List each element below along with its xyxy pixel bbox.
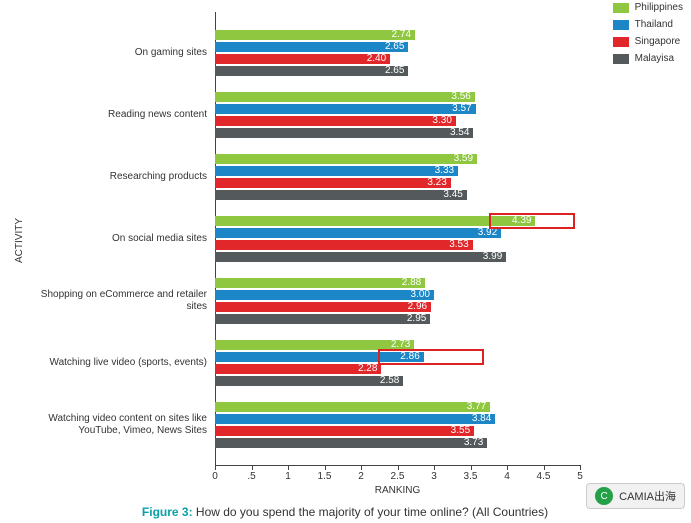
category-label: Reading news content <box>20 103 207 127</box>
x-tick: .5 <box>247 471 255 482</box>
bar-value: 2.40 <box>215 54 390 64</box>
chart: 0.511.522.533.544.55RANKINGACTIVITYOn ga… <box>0 0 691 523</box>
x-tick: 5 <box>577 471 583 482</box>
legend-swatch <box>613 3 629 13</box>
legend-label: Thailand <box>635 19 673 30</box>
x-tick: 3 <box>431 471 437 482</box>
category-label: Watching live video (sports, events) <box>20 351 207 375</box>
category-label: Researching products <box>20 165 207 189</box>
category-label: On social media sites <box>20 227 207 251</box>
x-tick: 3.5 <box>464 471 478 482</box>
bar-value: 2.65 <box>215 42 408 52</box>
bar-value: 3.57 <box>215 104 476 114</box>
bar-value: 3.56 <box>215 92 475 102</box>
bar-value: 3.92 <box>215 228 501 238</box>
watermark: C CAMIA出海 <box>586 483 685 509</box>
bar-value: 2.95 <box>215 314 430 324</box>
x-tick: 1.5 <box>318 471 332 482</box>
x-tick: 0 <box>212 471 218 482</box>
bar-value: 3.54 <box>215 128 473 138</box>
bar-value: 3.84 <box>215 414 495 424</box>
highlight-box <box>489 213 575 229</box>
category-label: On gaming sites <box>20 41 207 65</box>
bar-value: 2.74 <box>215 30 415 40</box>
x-axis-title: RANKING <box>215 485 580 496</box>
bar-value: 3.45 <box>215 190 467 200</box>
bar-value: 2.58 <box>215 376 403 386</box>
bar-value: 2.88 <box>215 278 425 288</box>
bar-value: 2.96 <box>215 302 431 312</box>
legend-swatch <box>613 20 629 30</box>
figure-caption: Figure 3: How do you spend the majority … <box>60 505 630 519</box>
legend: Philippines Thailand Singapore Malayisa <box>613 2 683 70</box>
bar-value: 3.23 <box>215 178 451 188</box>
x-tick: 4.5 <box>537 471 551 482</box>
legend-item: Philippines <box>613 2 683 13</box>
figure-number: Figure 3: <box>142 505 193 519</box>
bar-value: 3.53 <box>215 240 473 250</box>
bar-value: 3.30 <box>215 116 456 126</box>
legend-item: Malayisa <box>613 53 683 64</box>
highlight-box <box>378 349 484 365</box>
bar-value: 3.73 <box>215 438 487 448</box>
bar-value: 3.77 <box>215 402 490 412</box>
bar-value: 3.55 <box>215 426 474 436</box>
bar-value: 2.65 <box>215 66 408 76</box>
legend-item: Singapore <box>613 36 683 47</box>
figure-text: How do you spend the majority of your ti… <box>193 505 549 519</box>
bar-value: 3.33 <box>215 166 458 176</box>
x-tick: 1 <box>285 471 291 482</box>
bar-value: 3.99 <box>215 252 506 262</box>
legend-swatch <box>613 54 629 64</box>
legend-label: Philippines <box>635 2 683 13</box>
category-label: Watching video content on sites like You… <box>20 413 207 437</box>
legend-label: Singapore <box>635 36 681 47</box>
bar-value: 2.28 <box>215 364 381 374</box>
watermark-avatar: C <box>595 487 613 505</box>
bar-value: 4.39 <box>215 216 535 226</box>
page: { "chart":{ "type":"horizontal_grouped_b… <box>0 0 691 523</box>
x-tick: 2.5 <box>391 471 405 482</box>
bar-value: 3.59 <box>215 154 477 164</box>
bar-value: 3.00 <box>215 290 434 300</box>
category-label: Shopping on eCommerce and retailer sites <box>20 289 207 313</box>
legend-label: Malayisa <box>635 53 674 64</box>
legend-swatch <box>613 37 629 47</box>
x-tick: 2 <box>358 471 364 482</box>
watermark-text: CAMIA出海 <box>619 488 676 504</box>
legend-item: Thailand <box>613 19 683 30</box>
x-tick: 4 <box>504 471 510 482</box>
